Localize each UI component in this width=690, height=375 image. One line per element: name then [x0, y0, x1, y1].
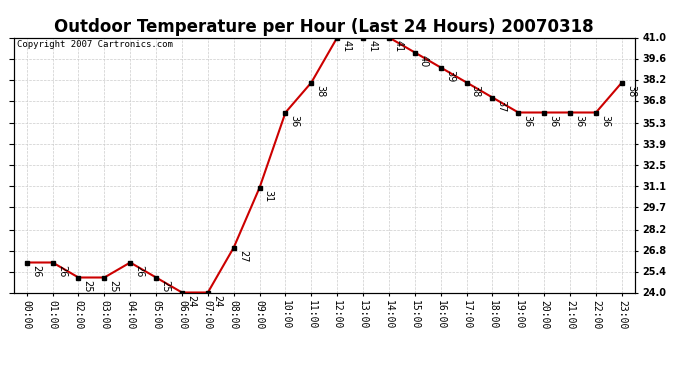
Text: 36: 36: [574, 115, 584, 128]
Text: 39: 39: [445, 70, 455, 82]
Text: 40: 40: [419, 55, 429, 68]
Text: Copyright 2007 Cartronics.com: Copyright 2007 Cartronics.com: [17, 40, 172, 49]
Text: 25: 25: [108, 280, 119, 293]
Text: 26: 26: [57, 265, 67, 278]
Text: 41: 41: [367, 40, 377, 53]
Text: 36: 36: [522, 115, 533, 128]
Text: 36: 36: [600, 115, 610, 128]
Text: 37: 37: [497, 100, 506, 112]
Text: 38: 38: [471, 85, 481, 98]
Text: 27: 27: [238, 250, 248, 263]
Text: 26: 26: [135, 265, 144, 278]
Text: 38: 38: [315, 85, 326, 98]
Title: Outdoor Temperature per Hour (Last 24 Hours) 20070318: Outdoor Temperature per Hour (Last 24 Ho…: [55, 18, 594, 36]
Text: 25: 25: [83, 280, 92, 293]
Text: 31: 31: [264, 190, 274, 202]
Text: 26: 26: [31, 265, 41, 278]
Text: 41: 41: [393, 40, 403, 53]
Text: 36: 36: [549, 115, 558, 128]
Text: 24: 24: [186, 295, 196, 307]
Text: 38: 38: [626, 85, 636, 98]
Text: 24: 24: [212, 295, 222, 307]
Text: 25: 25: [160, 280, 170, 293]
Text: 41: 41: [342, 40, 351, 53]
Text: 36: 36: [290, 115, 299, 128]
